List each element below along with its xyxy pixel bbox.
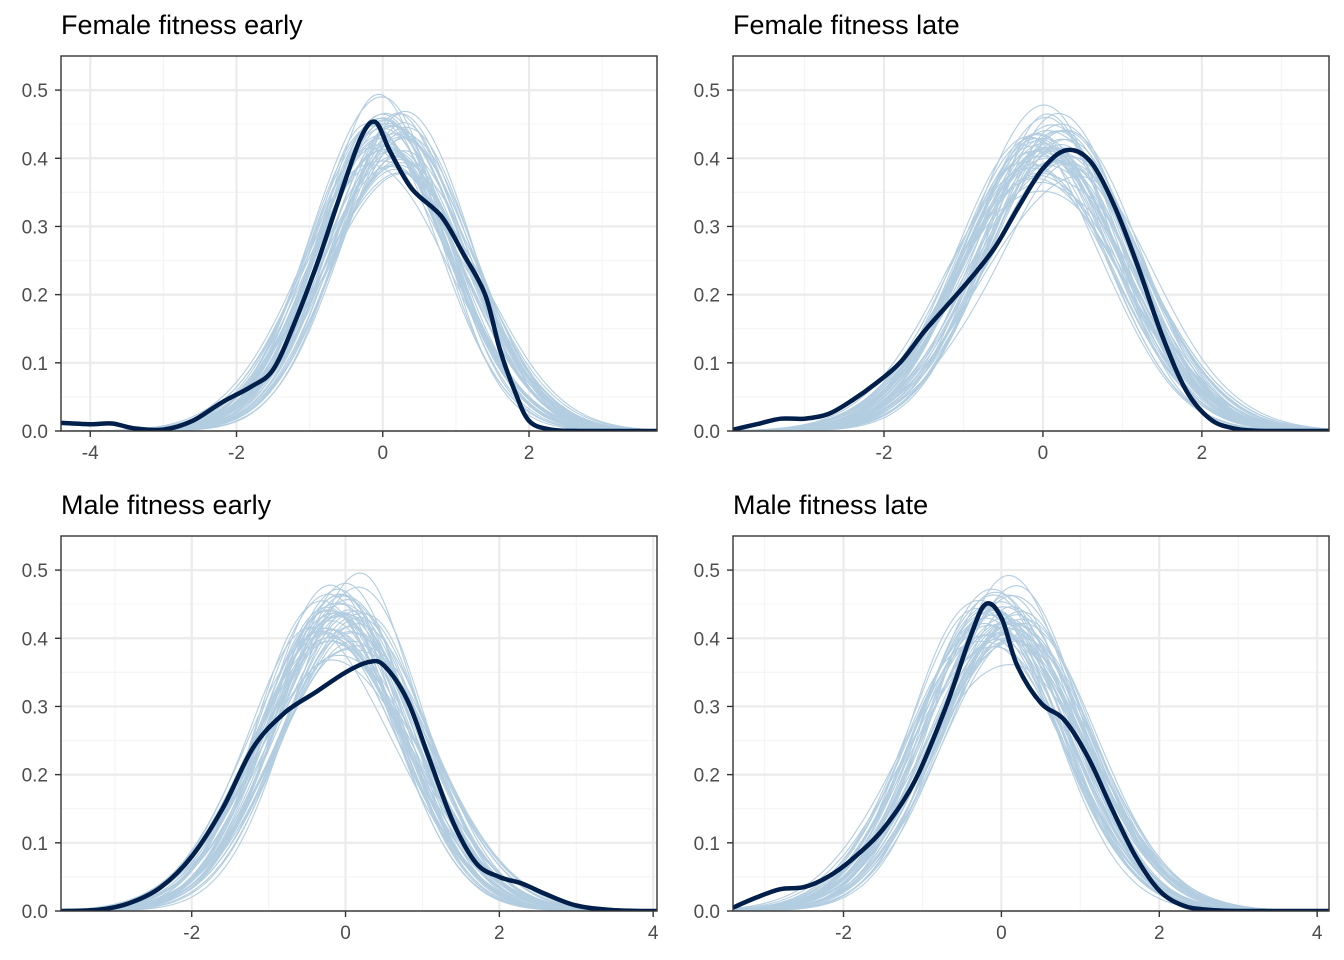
- y-tick-label: 0.3: [694, 217, 720, 238]
- panel-border: [60, 535, 658, 912]
- x-tick-label: 2: [1154, 923, 1165, 944]
- panel-female-fitness-early: 0.0 0.1 0.2 0.3 0.4 0.5 -4 -2 0 2 Female fitness e…: [22, 10, 658, 464]
- y-tick-label: 0.4: [22, 629, 49, 650]
- y-tick-label: 0.3: [22, 217, 48, 238]
- panel-title: Male fitness early: [61, 490, 272, 520]
- x-tick-label: 0: [996, 923, 1007, 944]
- y-tick-label: 0.0: [22, 422, 48, 443]
- y-tick-label: 0.2: [22, 766, 48, 787]
- y-tick-label: 0.5: [694, 561, 720, 582]
- replicate-density-line: [733, 143, 1329, 431]
- panel-border: [732, 535, 1330, 912]
- replicate-density-line: [733, 634, 1329, 911]
- y-tick-label: 0.3: [22, 697, 48, 718]
- y-tick-label: 0.0: [694, 902, 720, 923]
- replicate-density-line: [61, 612, 657, 911]
- plot-area: [61, 56, 657, 431]
- panel-female-fitness-late: 0.0 0.1 0.2 0.3 0.4 0.5 -2 0 2 Female fitness lat…: [694, 10, 1330, 464]
- replicate-density-line: [61, 626, 657, 911]
- x-tick-label: -2: [183, 923, 200, 944]
- replicate-density-line: [733, 614, 1329, 911]
- observed-density-line: [733, 601, 1329, 911]
- panel-border: [60, 55, 658, 432]
- x-tick-label: 0: [377, 443, 388, 464]
- y-tick-label: 0.4: [22, 149, 49, 170]
- plot-area: [733, 536, 1329, 911]
- y-tick-label: 0.2: [22, 286, 48, 307]
- observed-density-line: [733, 147, 1329, 431]
- y-tick-label: 0.0: [22, 902, 48, 923]
- replicate-density-line: [733, 622, 1329, 911]
- replicate-density-line: [733, 150, 1329, 431]
- x-tick-label: 4: [648, 923, 659, 944]
- replicate-density-line: [733, 161, 1329, 431]
- plot-area: [733, 56, 1329, 431]
- y-tick-label: 0.5: [694, 81, 720, 102]
- panel-title: Female fitness late: [733, 10, 960, 40]
- x-tick-label: -4: [82, 443, 99, 464]
- y-tick-label: 0.4: [694, 149, 721, 170]
- observed-density-line: [61, 119, 657, 431]
- x-tick-label: 2: [494, 923, 505, 944]
- density-curves: [733, 104, 1329, 431]
- panel-title: Male fitness late: [733, 490, 928, 520]
- panel-title: Female fitness early: [61, 10, 303, 40]
- x-tick-label: 2: [524, 443, 535, 464]
- density-curves: [733, 574, 1329, 911]
- y-tick-label: 0.2: [694, 766, 720, 787]
- plot-area: [61, 536, 657, 911]
- panel-border: [732, 55, 1330, 432]
- y-tick-label: 0.5: [22, 561, 48, 582]
- y-tick-label: 0.5: [22, 81, 48, 102]
- x-tick-label: 0: [1038, 443, 1049, 464]
- x-tick-label: -2: [835, 923, 852, 944]
- panel-male-fitness-early: 0.0 0.1 0.2 0.3 0.4 0.5 -2 0 2 4 Male fitness earl…: [22, 490, 659, 944]
- y-tick-label: 0.1: [694, 354, 720, 375]
- y-tick-label: 0.0: [694, 422, 720, 443]
- x-tick-label: 4: [1312, 923, 1323, 944]
- y-tick-label: 0.1: [22, 354, 48, 375]
- y-tick-label: 0.1: [22, 834, 48, 855]
- y-tick-label: 0.4: [694, 629, 721, 650]
- panel-male-fitness-late: 0.0 0.1 0.2 0.3 0.4 0.5 -2 0 2 4 Male fitness late: [694, 490, 1330, 944]
- y-tick-label: 0.3: [694, 697, 720, 718]
- y-tick-label: 0.1: [694, 834, 720, 855]
- replicate-density-line: [733, 160, 1329, 431]
- y-tick-label: 0.2: [694, 286, 720, 307]
- replicate-density-line: [61, 630, 657, 911]
- x-tick-label: 0: [340, 923, 351, 944]
- x-tick-label: -2: [228, 443, 245, 464]
- x-tick-label: -2: [876, 443, 893, 464]
- density-curves: [61, 572, 657, 911]
- replicate-density-line: [61, 600, 657, 911]
- x-tick-label: 2: [1197, 443, 1208, 464]
- observed-density-line: [61, 658, 657, 911]
